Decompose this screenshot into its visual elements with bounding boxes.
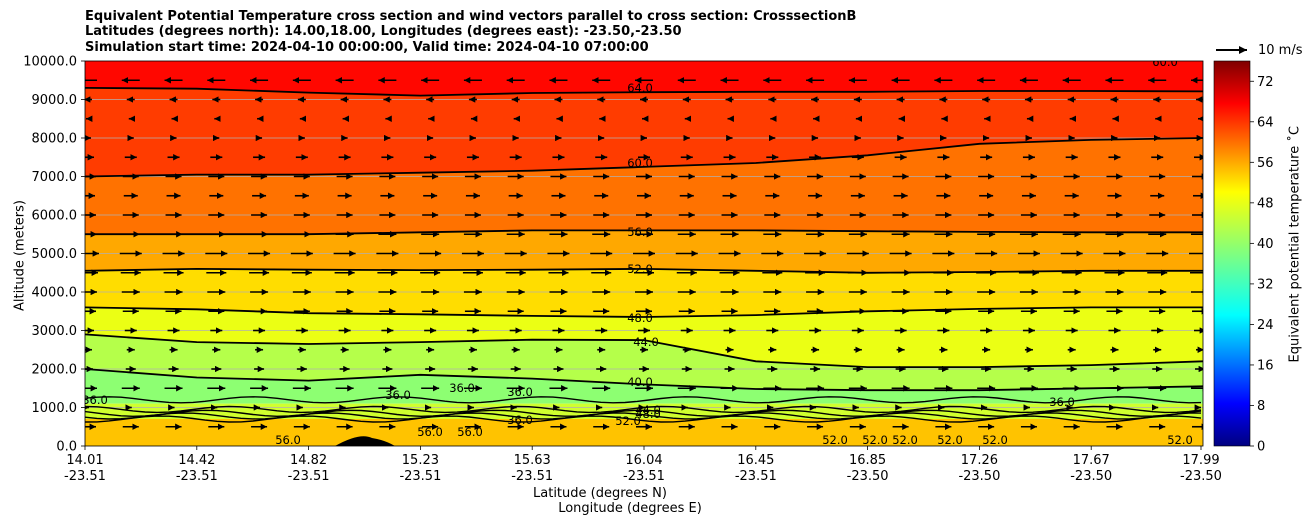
temperature-band (85, 230, 1203, 273)
colorbar-tick-label: 64 (1257, 115, 1274, 130)
colorbar-tick-label: 40 (1257, 237, 1274, 252)
title-line-2: Latitudes (degrees north): 14.00,18.00, … (85, 24, 682, 39)
contour-label: 52.0 (822, 433, 848, 447)
contour-label: 56.0 (275, 433, 301, 447)
contour-label: 60.0 (627, 156, 653, 170)
x-tick-label-lon: -23.51 (511, 469, 553, 484)
contour-line-64 (85, 87, 1203, 97)
temperature-band (85, 334, 1203, 391)
x-tick-label-lon: -23.51 (176, 469, 218, 484)
colorbar-label: Equivalent potential temperature ˚C (1287, 126, 1303, 363)
x-tick-label-lon: -23.51 (623, 469, 665, 484)
contour-label: 52.0 (892, 433, 918, 447)
x-tick-label-lat: 17.26 (961, 453, 998, 468)
x-tick-label-lat: 16.04 (625, 453, 662, 468)
plot-area: 64.060.056.052.048.044.040.044.048.052.0… (82, 55, 1203, 447)
terrain-peak (335, 436, 395, 446)
contour-label: 52.0 (627, 262, 653, 276)
contour-label: 56.0 (627, 225, 653, 239)
colorbar-tick-label: 32 (1257, 277, 1274, 292)
contour-label: 52.0 (982, 433, 1008, 447)
colorbar-tick-label: 0 (1257, 440, 1265, 455)
x-tick-label-lat: 17.99 (1182, 453, 1219, 468)
x-tick-label-lat: 14.01 (66, 453, 103, 468)
contour-label: 60.0 (1152, 55, 1178, 69)
x-axis-label-longitude: Longitude (degrees E) (558, 501, 702, 516)
colorbar-tick-label: 24 (1257, 318, 1274, 333)
y-tick-label: 5000.0 (32, 247, 78, 262)
colorbar (1213, 60, 1251, 447)
contour-label: 36.0 (507, 413, 533, 427)
x-tick-label-lat: 16.85 (849, 453, 886, 468)
contour-label: 40.0 (627, 375, 653, 389)
temperature-band (85, 138, 1203, 235)
x-tick-label-lon: -23.50 (1180, 469, 1222, 484)
contour-label: 52.0 (615, 414, 641, 428)
colorbar-tick-label: 56 (1257, 156, 1274, 171)
x-tick-label-lon: -23.50 (847, 469, 889, 484)
terrain-shape (335, 436, 395, 446)
y-tick-label: 1000.0 (32, 401, 78, 416)
temperature-band (85, 87, 1203, 177)
contour-line-40 (85, 368, 1203, 392)
wind-vectors (85, 77, 1203, 430)
y-tick-label: 9000.0 (32, 93, 78, 108)
contour-label: 52.0 (937, 433, 963, 447)
contour-line-52 (85, 267, 1203, 274)
temperature-band (85, 419, 1203, 446)
contour-line-low (85, 415, 1202, 423)
x-tick-label-lat: 16.45 (737, 453, 774, 468)
colorbar-tick-label: 72 (1257, 75, 1274, 90)
x-tick-label-lon: -23.51 (64, 469, 106, 484)
y-tick-label: 0.0 (56, 440, 77, 455)
colorbar-ticks: 0 8 16 24 32 40 48 56 64 72 (1250, 75, 1274, 455)
y-tick-label: 4000.0 (32, 286, 78, 301)
quiver-key-label: 10 m/s (1258, 43, 1303, 58)
contour-label: 52.0 (1167, 433, 1193, 447)
x-tick-label-lon: -23.50 (1070, 469, 1112, 484)
contour-line-48 (85, 306, 1203, 318)
contour-label: 36.0 (449, 381, 475, 395)
temperature-band (85, 61, 1203, 96)
x-axis-label-latitude: Latitude (degrees N) (533, 486, 667, 501)
x-tick-label-lon: -23.51 (399, 469, 441, 484)
x-tick-label-lat: 14.82 (290, 453, 327, 468)
x-tick-label-lon: -23.51 (288, 469, 330, 484)
contour-line-low (85, 396, 1202, 404)
y-tick-label: 6000.0 (32, 209, 78, 224)
contour-line-44 (85, 333, 1203, 368)
colorbar-tick-label: 16 (1257, 358, 1274, 373)
x-tick-label-lat: 15.23 (402, 453, 439, 468)
colorbar-tick-label: 48 (1257, 196, 1274, 211)
x-tick-label-lon: -23.50 (958, 469, 1000, 484)
y-axis-label: Altitude (meters) (12, 200, 28, 311)
y-tick-label: 7000.0 (32, 170, 78, 185)
x-tick-label-lon: -23.51 (735, 469, 777, 484)
contour-label: 36.0 (385, 388, 411, 402)
temperature-band (85, 307, 1203, 368)
x-tick-label-lat: 17.67 (1073, 453, 1110, 468)
x-axis-ticks: 14.01-23.5114.42-23.5114.82-23.5115.23-2… (64, 446, 1222, 484)
temperature-band (85, 268, 1203, 318)
contour-label: 36.0 (507, 385, 533, 399)
x-tick-label-lat: 15.63 (514, 453, 551, 468)
contour-line-56 (85, 229, 1203, 236)
y-axis-ticks: 0.0 1000.0 2000.0 3000.0 4000.0 5000.0 6000.0 7… (23, 55, 85, 455)
contour-line-60 (85, 137, 1203, 178)
contour-label: 36.0 (82, 393, 108, 407)
y-tick-label: 10000.0 (23, 55, 77, 70)
y-tick-label: 8000.0 (32, 132, 78, 147)
x-tick-label-lat: 14.42 (178, 453, 215, 468)
colorbar-tick-label: 8 (1257, 399, 1265, 414)
contour-label: 48.0 (627, 311, 653, 325)
title-line-3: Simulation start time: 2024-04-10 00:00:… (85, 40, 649, 55)
contour-label: 64.0 (627, 81, 653, 95)
contour-labels: 64.060.056.052.048.044.040.044.048.052.0… (82, 55, 1193, 447)
y-tick-label: 3000.0 (32, 324, 78, 339)
contour-label: 44.0 (633, 335, 659, 349)
y-tick-label: 2000.0 (32, 363, 78, 378)
title-line-1: Equivalent Potential Temperature cross s… (85, 9, 857, 24)
contour-label: 52.0 (862, 433, 888, 447)
